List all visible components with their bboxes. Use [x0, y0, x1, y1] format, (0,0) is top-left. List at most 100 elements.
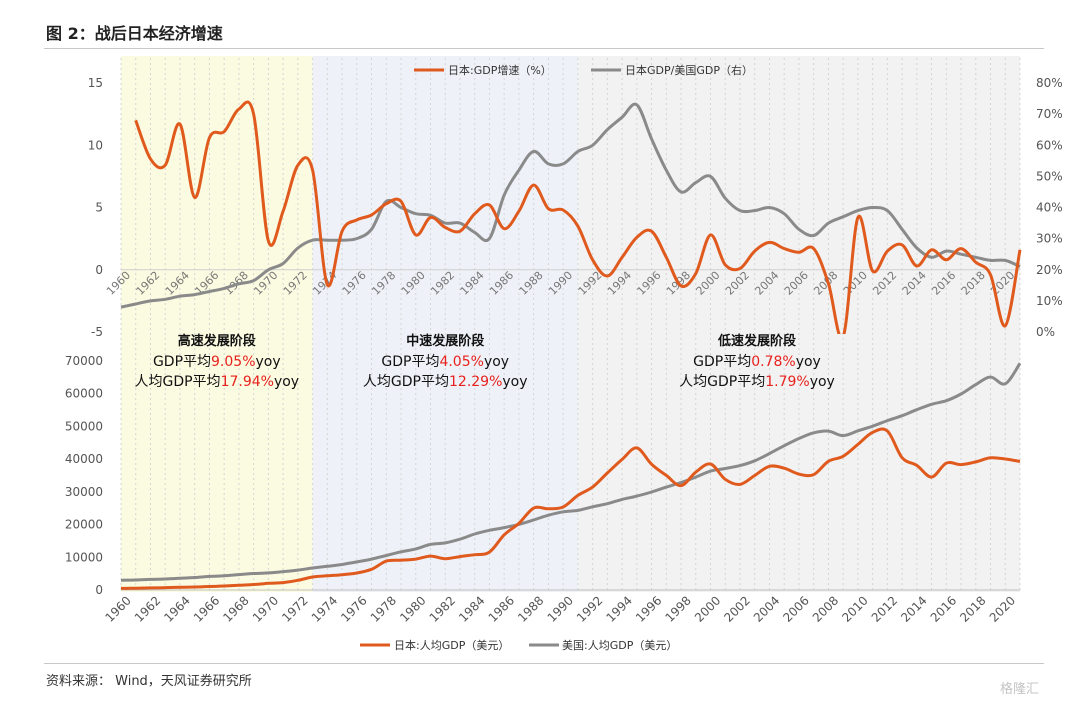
stage-per-capita-average-part: yoy — [810, 374, 835, 390]
top-y2-tick-label: 80% — [1036, 76, 1063, 90]
legend-label-japan-gdp-per-capita: 日本:人均GDP（美元） — [394, 638, 509, 652]
bottom-x-tick-label: 2008 — [810, 593, 841, 624]
title-divider — [44, 48, 1044, 49]
bottom-x-tick-label: 1970 — [250, 593, 281, 624]
bottom-x-tick-label: 1972 — [279, 593, 310, 624]
stage-per-capita-average-3: 人均GDP平均1.79%yoy — [679, 374, 835, 390]
stage-gdp-average-part: 4.05% — [439, 354, 483, 370]
stage-per-capita-average-part: yoy — [274, 374, 299, 390]
bottom-y-tick-label: 70000 — [65, 354, 103, 368]
legend-label-us-gdp-per-capita: 美国:人均GDP（美元） — [562, 639, 677, 652]
top-y2-tick-label: 0% — [1036, 325, 1055, 339]
series-japan-gdp-per-capita — [120, 427, 1021, 590]
stage-per-capita-average-part: 人均GDP平均 — [363, 374, 449, 390]
bottom-x-tick-label: 1990 — [545, 593, 576, 624]
bottom-x-tick-label: 2014 — [898, 593, 929, 624]
stage-gdp-average-2: GDP平均4.05%yoy — [381, 354, 509, 370]
stage-per-capita-average-part: 1.79% — [765, 374, 809, 390]
bottom-x-tick-label: 1960 — [102, 593, 133, 624]
stage-gdp-average-part: GDP平均 — [381, 354, 439, 370]
bottom-x-tick-label: 2016 — [928, 593, 959, 624]
bottom-x-tick-label: 1968 — [220, 593, 251, 624]
stage-gdp-average-part: yoy — [796, 354, 821, 370]
series-japan-us-gdp-ratio — [120, 102, 1021, 309]
top-y-tick-label: -5 — [91, 325, 103, 339]
stage-gdp-average-part: GDP平均 — [153, 354, 211, 370]
stage-title-3: 低速发展阶段 — [717, 333, 796, 349]
stage-band-1 — [121, 56, 313, 592]
bottom-x-tick-label: 2004 — [751, 593, 782, 624]
bottom-x-tick-label: 1984 — [456, 593, 487, 624]
watermark: 格隆汇 — [1000, 682, 1040, 697]
bottom-x-tick-label: 1998 — [662, 593, 693, 624]
top-y-tick-label: 5 — [95, 201, 103, 215]
year-gridlines — [120, 58, 1021, 590]
stage-per-capita-average-part: 12.29% — [449, 374, 502, 390]
bottom-x-tick-label: 2020 — [987, 593, 1018, 624]
stage-gdp-average-part: yoy — [484, 354, 509, 370]
legend-label-japan-us-gdp-ratio: 日本GDP/美国GDP（右） — [625, 63, 753, 77]
bottom-y-tick-label: 40000 — [65, 452, 103, 466]
stage-per-capita-average-part: yoy — [502, 374, 527, 390]
stage-annotations: 高速发展阶段GDP平均9.05%yoy人均GDP平均17.94%yoy中速发展阶… — [134, 333, 834, 390]
bottom-y-tick-label: 0 — [95, 583, 103, 597]
source-note: 资料来源： Wind，天风证券研究所 — [46, 674, 252, 689]
stage-per-capita-average-2: 人均GDP平均12.29%yoy — [363, 374, 528, 390]
stage-title-2: 中速发展阶段 — [406, 333, 484, 349]
top-y2-tick-label: 10% — [1036, 294, 1063, 308]
top-y-tick-label: 0 — [95, 263, 103, 277]
bottom-y-tick-label: 20000 — [65, 518, 103, 532]
bottom-y-tick-label: 10000 — [65, 550, 103, 564]
bottom-x-tick-label: 2010 — [839, 593, 870, 624]
bottom-x-tick-label: 1982 — [427, 593, 458, 624]
series-japan-gdp-growth — [134, 100, 1022, 334]
stage-per-capita-average-part: 人均GDP平均 — [679, 374, 765, 390]
stage-gdp-average-part: 0.78% — [751, 354, 795, 370]
stage-gdp-average-part: yoy — [256, 354, 281, 370]
bottom-y-tick-label: 30000 — [65, 485, 103, 499]
bottom-x-tick-label: 1988 — [515, 593, 546, 624]
bottom-x-tick-label: 1992 — [574, 593, 605, 624]
bottom-chart-series — [120, 362, 1022, 590]
stage-per-capita-average-1: 人均GDP平均17.94%yoy — [134, 374, 299, 390]
bottom-x-tick-label: 2006 — [780, 593, 811, 624]
top-chart-series — [120, 100, 1022, 334]
bottom-y-tick-label: 60000 — [65, 387, 103, 401]
top-y2-tick-label: 40% — [1036, 201, 1063, 215]
bottom-x-tick-label: 1976 — [338, 593, 369, 624]
bottom-x-tick-label: 2018 — [957, 593, 988, 624]
series-us-gdp-per-capita — [120, 362, 1022, 582]
bottom-y-tick-label: 50000 — [65, 419, 103, 433]
top-y-tick-label: 10 — [88, 138, 103, 152]
top-y2-tick-label: 70% — [1036, 107, 1063, 121]
bottom-x-tick-label: 1978 — [368, 593, 399, 624]
stage-gdp-average-1: GDP平均9.05%yoy — [153, 354, 281, 370]
legend-label-japan-gdp-growth: 日本:GDP增速（%） — [448, 63, 552, 77]
bottom-x-tick-label: 2012 — [869, 593, 900, 624]
bottom-x-tick-label: 1962 — [132, 593, 163, 624]
stage-per-capita-average-part: 17.94% — [221, 374, 274, 390]
top-y2-tick-label: 50% — [1036, 169, 1063, 183]
bottom-x-tick-label: 1986 — [486, 593, 517, 624]
top-y2-tick-label: 30% — [1036, 232, 1063, 246]
stage-gdp-average-part: 9.05% — [211, 354, 255, 370]
footer-divider — [44, 663, 1044, 664]
bottom-x-tick-label: 1994 — [604, 593, 635, 624]
figure-title: 图 2：战后日本经济增速 — [46, 24, 223, 43]
bottom-x-tick-label: 1964 — [161, 593, 192, 624]
stage-per-capita-average-part: 人均GDP平均 — [134, 374, 220, 390]
bottom-x-tick-label: 1974 — [309, 593, 340, 624]
bottom-x-tick-label: 1966 — [191, 593, 222, 624]
bottom-x-tick-label: 2002 — [721, 593, 752, 624]
stage-title-1: 高速发展阶段 — [178, 333, 256, 349]
bottom-x-tick-label: 1996 — [633, 593, 664, 624]
stage-gdp-average-part: GDP平均 — [693, 354, 751, 370]
legends: 日本:GDP增速（%） 日本GDP/美国GDP（右） 日本:人均GDP（美元） 美国:… — [360, 63, 753, 652]
top-y-tick-label: 15 — [88, 76, 103, 90]
top-y2-tick-label: 20% — [1036, 263, 1063, 277]
bottom-x-tick-label: 1980 — [397, 593, 428, 624]
top-y2-tick-label: 60% — [1036, 138, 1063, 152]
stage-gdp-average-3: GDP平均0.78%yoy — [693, 354, 821, 370]
bottom-x-tick-label: 2000 — [692, 593, 723, 624]
